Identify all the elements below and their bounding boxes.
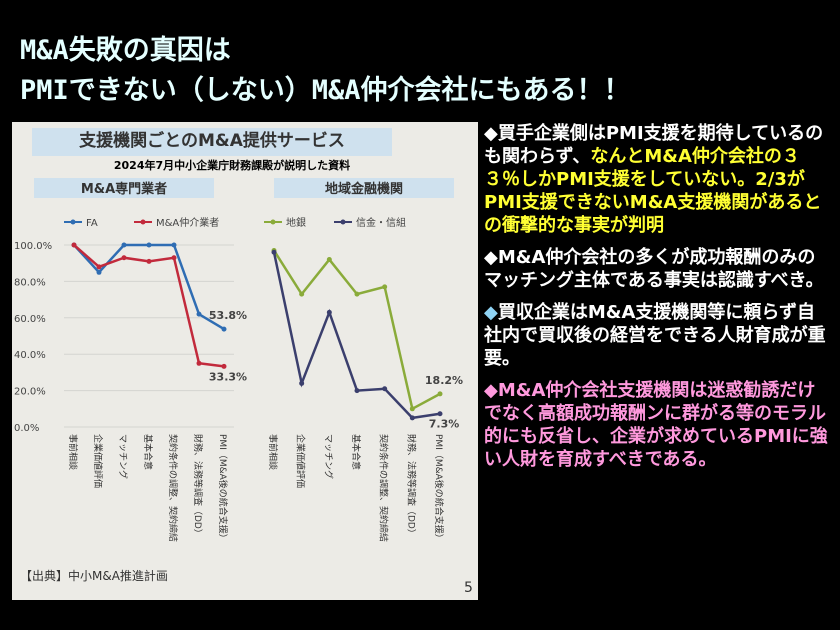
value-label: 7.3%	[429, 418, 460, 431]
bullet-marker: ◆	[484, 380, 498, 401]
bullet: ◆M&A仲介会社の多くが成功報酬のみのマッチング主体である事実は認識すべき。	[484, 246, 830, 292]
point	[299, 380, 305, 386]
point	[146, 242, 152, 248]
x-tick-label: マッチング	[322, 434, 334, 479]
bullet-marker: ◆	[484, 123, 498, 144]
legend-marker	[140, 219, 146, 225]
point	[382, 386, 388, 392]
title-line: PMIできない（しない）M&A仲介会社にもある！！	[20, 75, 631, 106]
y-tick-label: 60.0%	[14, 314, 46, 325]
point	[382, 284, 388, 290]
panel-title: M&A専門業者	[81, 181, 167, 197]
y-tick-label: 100.0%	[14, 241, 52, 252]
legend-marker	[340, 219, 346, 225]
heading-band	[32, 128, 392, 156]
bullet-marker: ◆	[484, 302, 498, 323]
bullet-text: M&A仲介会社の多くが成功報酬のみのマッチング主体である事実は認識すべき。	[484, 247, 824, 291]
bullet: ◆M&A仲介会社支援機関は迷惑勧誘だけでなく高額成功報酬ンに群がる等のモラル的に…	[484, 379, 830, 471]
bullet-marker: ◆	[484, 247, 498, 268]
y-tick-label: 80.0%	[14, 277, 46, 288]
x-tick-label: PMI（M&A後の統合支援）	[217, 434, 229, 543]
bullet-list: ◆買手企業側はPMI支援を期待しているのも関わらず、なんとM&A仲介会社の３３％…	[484, 122, 830, 480]
legend-label: 地銀	[286, 216, 306, 229]
bullet: ◆買収企業はM&A支援機関等に頼らず自社内で買収後の経営をできる人財育成が重要。	[484, 301, 830, 370]
panel-title: 地域金融機関	[325, 181, 403, 197]
figure-heading: 支援機関ごとのM&A提供サービス	[79, 130, 345, 151]
point	[437, 391, 443, 397]
bullet-text: なんとM&A仲介会社の３３％しかPMI支援をしていない。2/3がPMI支援できな…	[484, 146, 822, 236]
bullet-text: 買手企業側はPMI支援を期待しているのも関わらず、	[484, 123, 824, 167]
value-label: 33.3%	[209, 370, 247, 383]
x-tick-label: 契約条件の調整、契約締結	[378, 434, 390, 542]
point	[171, 242, 177, 248]
legend-marker	[270, 219, 276, 225]
y-tick-label: 40.0%	[14, 350, 46, 361]
point	[271, 249, 277, 255]
x-tick-label: 基本合意	[350, 434, 362, 470]
legend-label: 信金・信組	[356, 216, 406, 229]
point	[171, 255, 177, 261]
point	[299, 291, 305, 297]
legend-label: M&A仲介業者	[156, 216, 219, 229]
bullet-text: M&A仲介会社支援機関は迷惑勧誘だけでなく高額成功報酬ンに群がる等のモラル的にも…	[484, 380, 828, 470]
point	[146, 258, 152, 264]
x-tick-label: 財務、法務等調査（DD）	[405, 434, 417, 538]
legend-label: FA	[86, 218, 98, 229]
x-tick-label: 財務、法務等調査（DD）	[192, 434, 204, 538]
point	[354, 388, 360, 394]
y-tick-label: 0.0%	[14, 423, 39, 434]
point	[121, 255, 127, 261]
x-tick-label: マッチング	[117, 434, 129, 479]
figure: 支援機関ごとのM&A提供サービス 2024年7月中小企業庁財務課殿が説明した資料…	[12, 122, 478, 600]
panel-title-band	[274, 178, 454, 198]
page-number: 5	[464, 580, 473, 596]
point	[326, 257, 332, 263]
point	[409, 406, 415, 412]
point	[409, 415, 415, 421]
value-label: 18.2%	[425, 374, 463, 387]
point	[354, 291, 360, 297]
x-tick-label: 事前相談	[267, 434, 279, 470]
point	[326, 309, 332, 315]
point	[196, 360, 202, 366]
y-tick-label: 20.0%	[14, 387, 46, 398]
point	[71, 242, 77, 248]
figure-caption: 2024年7月中小企業庁財務課殿が説明した資料	[114, 158, 350, 172]
panel-title-band	[34, 178, 214, 198]
point	[437, 411, 443, 417]
x-tick-label: 契約条件の調整、契約締結	[167, 434, 179, 542]
x-tick-label: 企業価値評価	[92, 434, 104, 488]
value-label: 53.8%	[209, 309, 247, 322]
point	[196, 311, 202, 317]
source: 【出典】中小M&A推進計画	[20, 568, 168, 583]
point	[221, 363, 227, 369]
x-tick-label: 企業価値評価	[295, 434, 307, 488]
legend-marker	[70, 219, 76, 225]
bullet: ◆買手企業側はPMI支援を期待しているのも関わらず、なんとM&A仲介会社の３３％…	[484, 122, 830, 237]
point	[96, 264, 102, 270]
point	[221, 326, 227, 332]
point	[121, 242, 127, 248]
x-tick-label: PMI（M&A後の統合支援）	[433, 434, 445, 543]
x-tick-label: 基本合意	[142, 434, 154, 470]
x-tick-label: 事前相談	[67, 434, 79, 470]
point	[96, 269, 102, 275]
bullet-text: 買収企業はM&A支援機関等に頼らず自社内で買収後の経営をできる人財育成が重要。	[484, 302, 826, 369]
title-line: M&A失敗の真因は	[20, 35, 231, 66]
